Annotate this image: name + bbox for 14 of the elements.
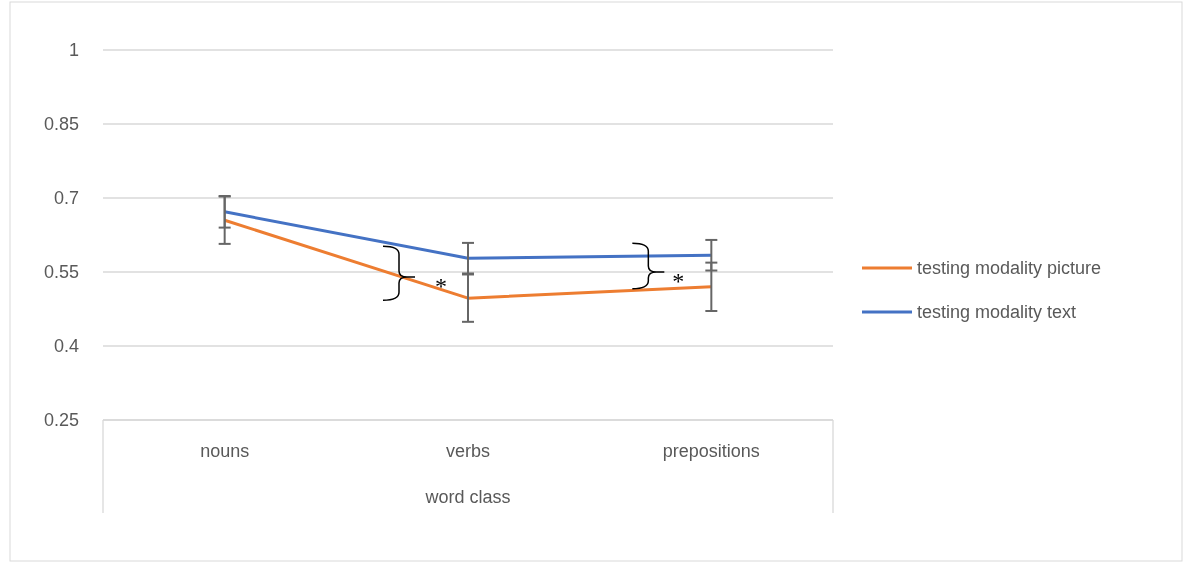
y-tick-label: 0.25 — [43, 410, 79, 431]
y-tick-label: 1 — [68, 40, 79, 61]
legend-label: testing modality text — [917, 302, 1077, 323]
y-tick-label: 0.4 — [53, 336, 79, 357]
x-tick-label: prepositions — [662, 441, 760, 461]
y-tick-label: 0.55 — [43, 262, 79, 283]
y-tick-label: 0.85 — [43, 114, 79, 135]
x-tick-label: nouns — [200, 441, 250, 461]
y-tick-label: 0.7 — [53, 188, 79, 209]
legend-label: testing modality picture — [917, 258, 1102, 279]
x-axis-title: word class — [424, 487, 511, 507]
annotation: * — [435, 272, 447, 299]
annotation: * — [672, 267, 685, 294]
x-tick-label: verbs — [445, 441, 491, 461]
